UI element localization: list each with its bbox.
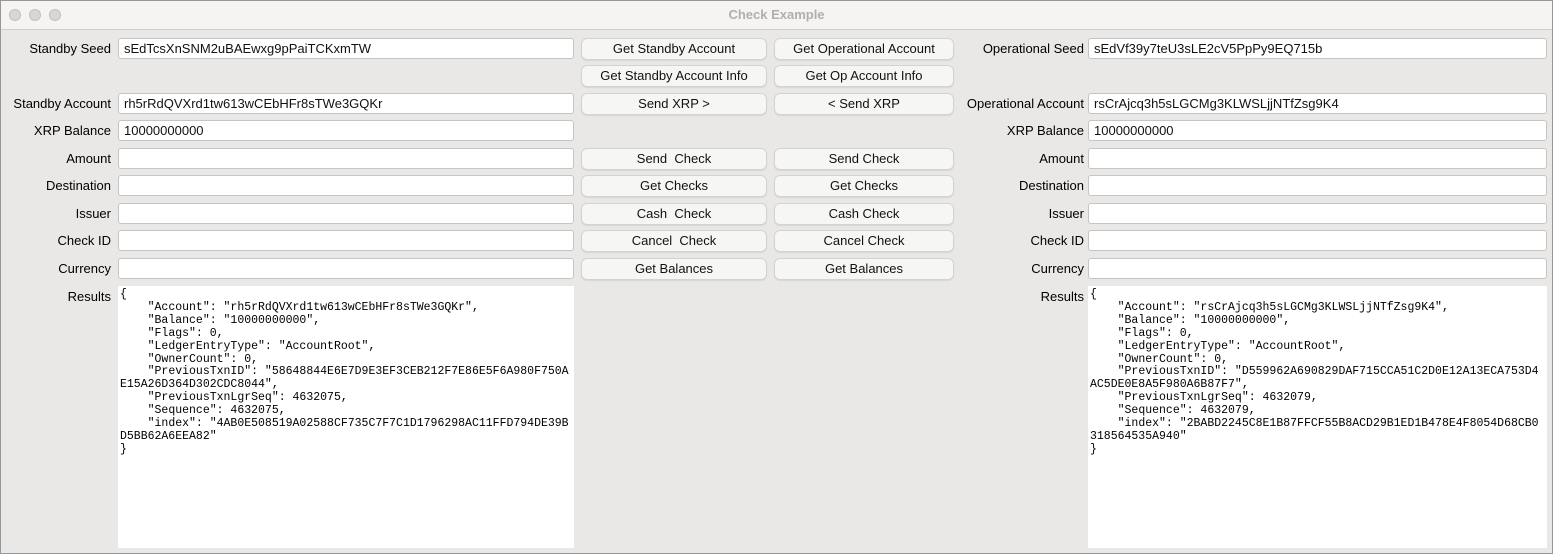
standby-xrp-balance-input[interactable]: [118, 120, 574, 141]
send-xrp-right-button[interactable]: Send XRP >: [581, 93, 767, 115]
operational-destination-label: Destination: [1018, 178, 1084, 193]
get-standby-account-button[interactable]: Get Standby Account: [581, 38, 767, 60]
get-standby-account-info-button[interactable]: Get Standby Account Info: [581, 65, 767, 87]
standby-get-checks-button[interactable]: Get Checks: [581, 175, 767, 197]
operational-send-check-button[interactable]: Send Check: [774, 148, 954, 170]
operational-results-label: Results: [1040, 289, 1084, 304]
operational-check-id-label: Check ID: [1030, 233, 1084, 248]
standby-issuer-input[interactable]: [118, 203, 574, 224]
window-title: Check Example: [728, 7, 825, 22]
operational-check-id-input[interactable]: [1088, 230, 1547, 251]
operational-amount-label: Amount: [1039, 151, 1084, 166]
standby-cancel-check-button[interactable]: Cancel Check: [581, 230, 767, 252]
operational-get-balances-button[interactable]: Get Balances: [774, 258, 954, 280]
standby-cash-check-button[interactable]: Cash Check: [581, 203, 767, 225]
standby-account-label: Standby Account: [13, 96, 111, 111]
operational-xrp-balance-label: XRP Balance: [1006, 123, 1084, 138]
standby-issuer-label: Issuer: [75, 206, 111, 221]
standby-check-id-input[interactable]: [118, 230, 574, 251]
standby-destination-label: Destination: [45, 178, 111, 193]
minimize-window-button[interactable]: [29, 9, 41, 21]
operational-account-label: Operational Account: [966, 96, 1084, 111]
operational-seed-input[interactable]: [1088, 38, 1547, 59]
get-operational-account-button[interactable]: Get Operational Account: [774, 38, 954, 60]
operational-issuer-label: Issuer: [1048, 206, 1084, 221]
operational-seed-label: Operational Seed: [982, 41, 1084, 56]
send-xrp-left-button[interactable]: < Send XRP: [774, 93, 954, 115]
operational-amount-input[interactable]: [1088, 148, 1547, 169]
standby-send-check-button[interactable]: Send Check: [581, 148, 767, 170]
standby-get-balances-button[interactable]: Get Balances: [581, 258, 767, 280]
operational-currency-input[interactable]: [1088, 258, 1547, 279]
standby-amount-label: Amount: [66, 151, 111, 166]
operational-xrp-balance-input[interactable]: [1088, 120, 1547, 141]
standby-check-id-label: Check ID: [57, 233, 111, 248]
zoom-window-button[interactable]: [49, 9, 61, 21]
operational-issuer-input[interactable]: [1088, 203, 1547, 224]
operational-get-checks-button[interactable]: Get Checks: [774, 175, 954, 197]
standby-amount-input[interactable]: [118, 148, 574, 169]
standby-seed-label: Standby Seed: [29, 41, 111, 56]
standby-results-label: Results: [67, 289, 111, 304]
standby-account-input[interactable]: [118, 93, 574, 114]
operational-results-textarea[interactable]: { "Account": "rsCrAjcq3h5sLGCMg3KLWSLjjN…: [1088, 286, 1547, 548]
titlebar: Check Example: [1, 1, 1552, 30]
operational-currency-label: Currency: [1031, 261, 1084, 276]
standby-results-textarea[interactable]: { "Account": "rh5rRdQVXrd1tw613wCEbHFr8s…: [118, 286, 574, 548]
standby-currency-input[interactable]: [118, 258, 574, 279]
standby-xrp-balance-label: XRP Balance: [33, 123, 111, 138]
operational-cancel-check-button[interactable]: Cancel Check: [774, 230, 954, 252]
operational-cash-check-button[interactable]: Cash Check: [774, 203, 954, 225]
standby-seed-input[interactable]: [118, 38, 574, 59]
operational-destination-input[interactable]: [1088, 175, 1547, 196]
operational-account-input[interactable]: [1088, 93, 1547, 114]
get-op-account-info-button[interactable]: Get Op Account Info: [774, 65, 954, 87]
standby-currency-label: Currency: [58, 261, 111, 276]
close-window-button[interactable]: [9, 9, 21, 21]
standby-destination-input[interactable]: [118, 175, 574, 196]
